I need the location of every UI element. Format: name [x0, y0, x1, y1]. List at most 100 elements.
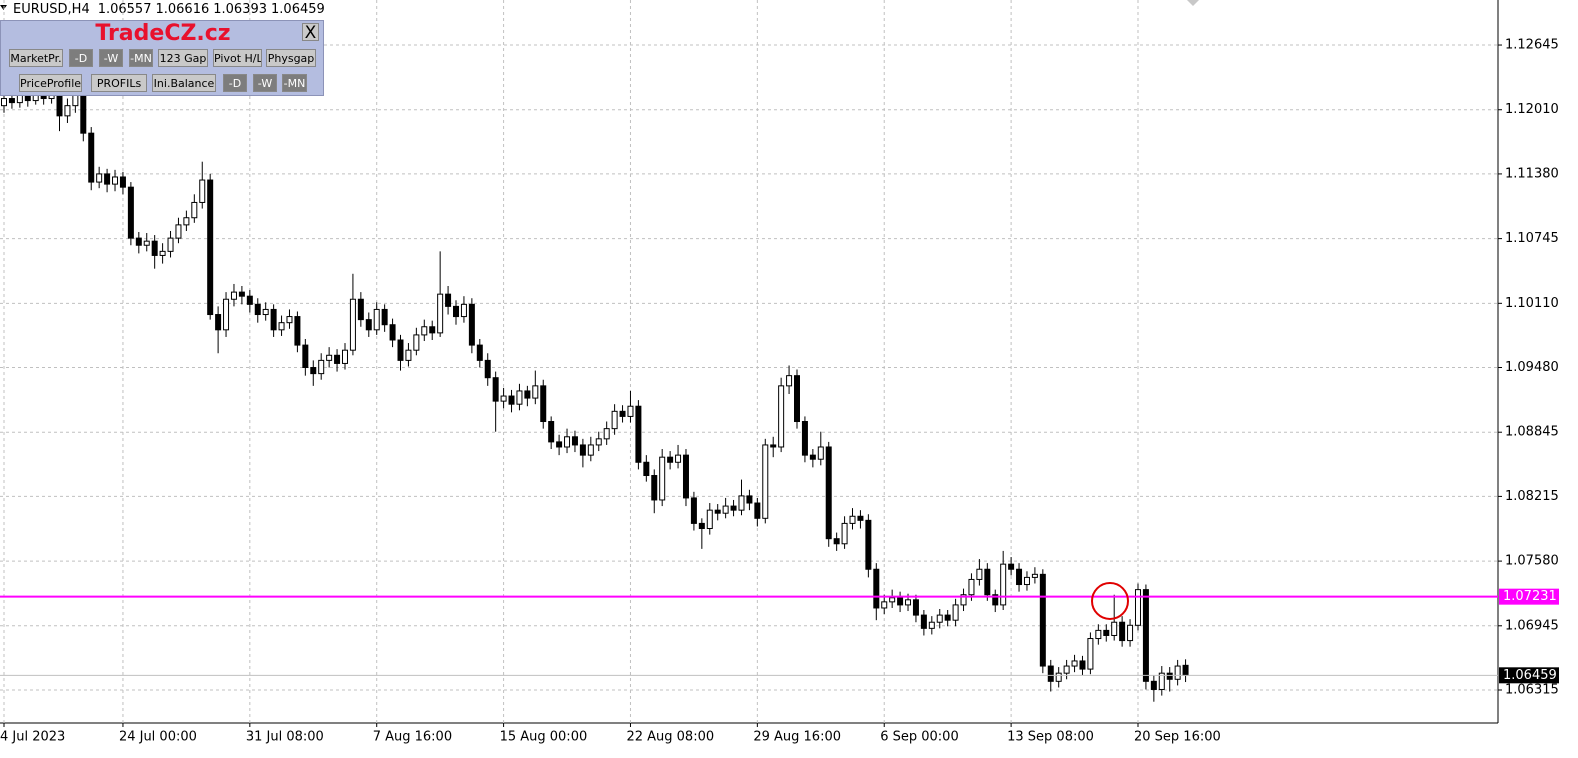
candle-body	[119, 176, 126, 188]
candle-body	[603, 428, 610, 440]
y-tick-label: 1.08215	[1505, 489, 1559, 504]
candle-body	[1, 98, 7, 107]
candle-body	[88, 132, 95, 183]
candle-body	[706, 509, 713, 529]
candle-body	[429, 326, 436, 334]
candle-body	[746, 495, 753, 504]
y-tick-label: 1.12645	[1505, 38, 1559, 53]
candle-body	[151, 240, 158, 256]
panel-button[interactable]: -MN	[129, 49, 153, 67]
y-tick-label: 1.12010	[1505, 102, 1559, 117]
candle-body	[548, 421, 555, 443]
candle-body	[635, 405, 642, 463]
candle-body	[262, 308, 269, 316]
panel-button[interactable]: -W	[253, 74, 277, 92]
panel-button[interactable]: -W	[99, 49, 123, 67]
candle-body	[302, 344, 309, 369]
panel-button[interactable]: 123 Gap	[158, 49, 208, 67]
candle-body	[159, 250, 166, 256]
candle-body	[1127, 624, 1134, 642]
candle-body	[1031, 573, 1038, 578]
candle-body	[1063, 665, 1070, 674]
candle-body	[873, 568, 880, 609]
candle-body	[143, 240, 150, 246]
x-tick-label: 24 Jul 00:00	[119, 730, 197, 745]
candle-body	[1079, 660, 1086, 670]
candle-body	[96, 173, 103, 183]
candle-body	[199, 179, 206, 203]
candle-body	[619, 410, 626, 417]
candle-body	[825, 446, 832, 540]
candle-body	[675, 454, 682, 463]
close-button[interactable]: X	[302, 23, 319, 41]
candle-body	[920, 614, 927, 629]
candle-body	[849, 515, 856, 524]
candle-body	[1047, 665, 1054, 682]
y-tick-label: 1.11380	[1505, 166, 1559, 181]
last-price-box	[1499, 667, 1559, 684]
candle-body	[1150, 680, 1157, 690]
chart-header: EURUSD,H4 1.06557 1.06616 1.06393 1.06459	[13, 2, 325, 17]
candle-body	[468, 303, 475, 346]
candle-body	[841, 522, 848, 545]
candle-body	[968, 578, 975, 596]
candle-body	[357, 298, 364, 321]
candle-body	[1039, 573, 1046, 667]
candle-body	[952, 604, 959, 621]
candle-body	[175, 224, 182, 239]
symbol: EURUSD,H4	[13, 2, 90, 17]
candle-body	[24, 94, 31, 102]
panel-button[interactable]: -MN	[282, 74, 307, 92]
candle-body	[960, 594, 967, 606]
highlight-circle	[1091, 582, 1129, 620]
candle-body	[294, 316, 301, 346]
candle-body	[516, 390, 523, 405]
open: 1.06557	[98, 2, 152, 17]
candle-body	[770, 444, 777, 448]
candle-body	[611, 410, 618, 430]
candle-body	[413, 334, 420, 351]
candle-body	[786, 375, 793, 387]
candle-body	[651, 475, 658, 501]
candle-body	[167, 237, 174, 252]
panel-button[interactable]: Ini.Balance	[152, 74, 216, 92]
candle-body	[809, 454, 816, 460]
panel-button[interactable]: PROFILs	[91, 74, 147, 92]
panel-button[interactable]: -D	[69, 49, 93, 67]
candle-body	[508, 395, 515, 405]
panel-button[interactable]: -D	[223, 74, 247, 92]
candle-body	[421, 326, 428, 336]
y-tick-label: 1.07580	[1505, 554, 1559, 569]
candle-body	[127, 186, 134, 239]
candle-body	[1134, 589, 1141, 626]
candle-body	[230, 291, 237, 300]
panel-button[interactable]: PriceProfile	[19, 74, 82, 92]
panel-button[interactable]: Pivot H/L	[213, 49, 262, 67]
y-tick-label: 1.06945	[1505, 618, 1559, 633]
candle-body	[643, 461, 650, 477]
candle-body	[722, 505, 729, 514]
candle-body	[460, 303, 467, 318]
panel-button[interactable]: Physgap	[266, 49, 316, 67]
close: 1.06459	[271, 2, 325, 17]
candle-body	[738, 495, 745, 511]
candle-body	[246, 295, 253, 305]
candle-body	[254, 303, 261, 316]
candle-body	[72, 94, 79, 107]
candle-body	[1111, 621, 1118, 636]
candle-body	[659, 456, 666, 501]
candle-body	[817, 446, 824, 460]
shift-marker	[1187, 0, 1199, 6]
overlays: 1.06459 1.07231	[0, 582, 1559, 684]
panel-button[interactable]: MarketPr.	[9, 49, 63, 67]
y-tick-label: 1.10745	[1505, 231, 1559, 246]
candle-body	[1119, 621, 1126, 642]
tradecz-panel: TradeCZ.cz X MarketPr. -D -W -MN 123 Gap Pivo…	[0, 20, 324, 96]
candle-body	[405, 349, 412, 361]
candle-body	[833, 538, 840, 545]
candle-body	[595, 438, 602, 446]
candle-body	[1023, 576, 1030, 586]
candle-body	[881, 601, 888, 609]
candle-body	[627, 405, 634, 417]
